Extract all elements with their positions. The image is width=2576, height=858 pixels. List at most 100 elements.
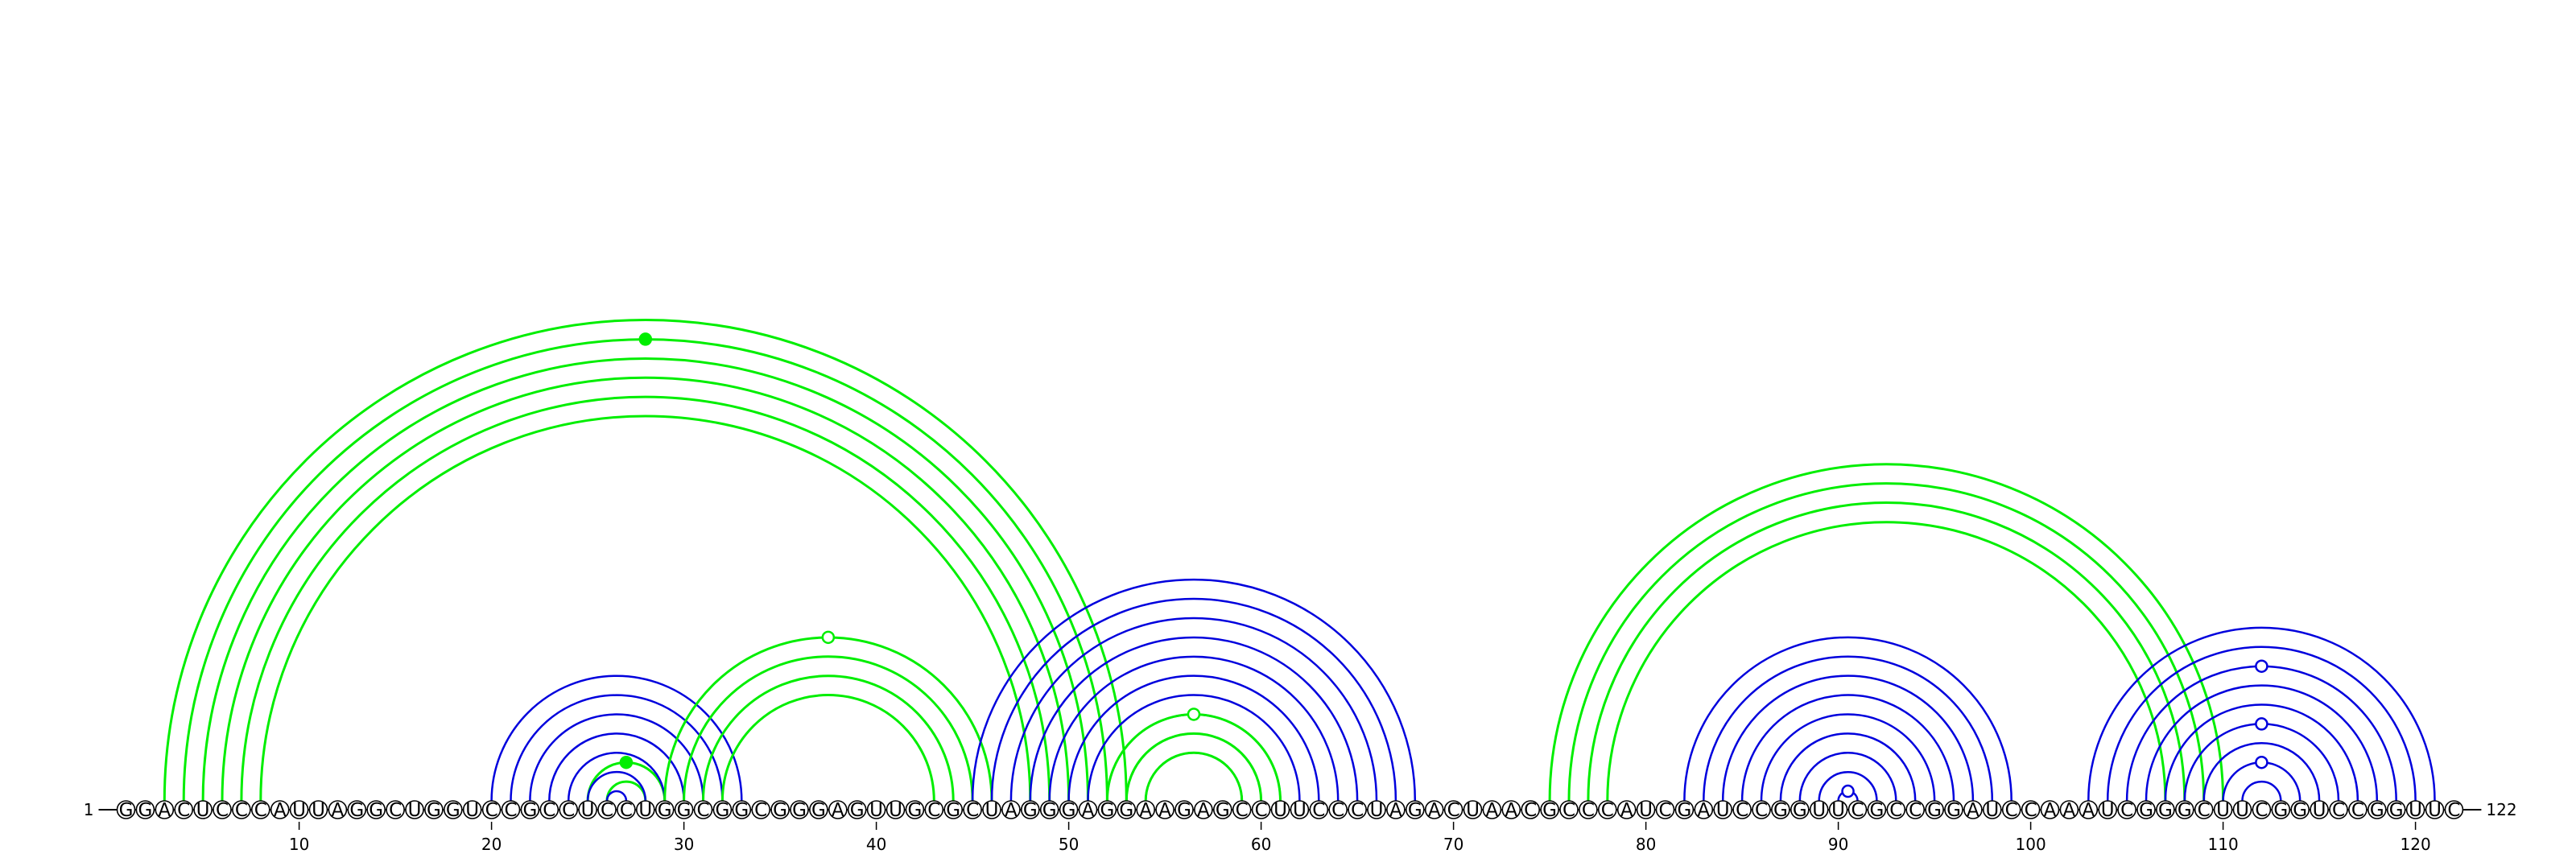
nucleotide-90: U — [1831, 800, 1845, 821]
arc-marker-green-4-52 — [638, 332, 653, 346]
nucleotide-5: U — [196, 800, 210, 821]
nucleotide-30: G — [677, 800, 691, 821]
arc-blue-83-98 — [1703, 655, 1994, 802]
nucleotide-circle-59 — [1232, 800, 1252, 819]
arc-marker-blue-90-91 — [1841, 784, 1855, 798]
nucleotide-circle-13 — [347, 800, 367, 819]
nucleotide-3: A — [158, 800, 171, 821]
nucleotide-28: U — [638, 800, 652, 821]
nucleotide-circle-108 — [2175, 800, 2194, 819]
nucleotide-circle-26 — [597, 800, 617, 819]
nucleotide-circle-81 — [1655, 800, 1675, 819]
nucleotide-circle-46 — [982, 800, 1001, 819]
nucleotide-87: G — [1773, 800, 1788, 821]
nucleotide-105: C — [2120, 800, 2133, 821]
tick-label-90: 90 — [1828, 835, 1848, 854]
nucleotide-circle-102 — [2059, 800, 2079, 819]
nucleotide-circle-20 — [481, 800, 502, 819]
nucleotide-115: U — [2313, 800, 2326, 821]
arc-blue-52-61 — [1106, 713, 1282, 802]
nucleotide-33: G — [734, 800, 749, 821]
nucleotide-70: C — [1447, 800, 1460, 821]
tick-label-50: 50 — [1059, 835, 1079, 854]
nucleotide-78: C — [1601, 800, 1614, 821]
nucleotide-6: C — [216, 800, 229, 821]
nucleotide-96: G — [1946, 800, 1961, 821]
arc-blue-107-117 — [2164, 703, 2359, 802]
nucleotide-84: U — [1716, 800, 1730, 821]
nucleotide-4: C — [177, 800, 190, 821]
nucleotide-circle-79 — [1616, 800, 1637, 819]
nucleotide-circle-15 — [386, 800, 405, 819]
nucleotide-72: A — [1486, 800, 1499, 821]
arc-marker-green-29-46 — [821, 630, 836, 645]
nucleotide-circle-53 — [1117, 800, 1137, 819]
nucleotide-62: U — [1293, 800, 1307, 821]
arc-green-30-45 — [683, 655, 974, 802]
nucleotide-circle-57 — [1194, 800, 1213, 819]
nucleotide-circle-95 — [1925, 800, 1944, 819]
nucleotide-circle-56 — [1174, 800, 1194, 819]
nucleotide-13: G — [349, 800, 364, 821]
nucleotide-76: C — [1563, 800, 1575, 821]
nucleotide-circle-42 — [905, 800, 925, 819]
nucleotide-42: G — [907, 800, 922, 821]
nucleotide-27: C — [620, 800, 633, 821]
arc-blue-22-31 — [529, 713, 704, 802]
arc-marker-blue-108-116 — [2255, 717, 2268, 731]
nucleotide-circle-65 — [1348, 800, 1367, 819]
nucleotide-66: U — [1370, 800, 1384, 821]
nucleotide-circle-119 — [2386, 800, 2406, 819]
nucleotide-83: A — [1697, 800, 1710, 821]
nucleotide-8: C — [254, 800, 267, 821]
nucleotide-108: G — [2178, 800, 2192, 821]
arc-green-7-49 — [240, 395, 1051, 802]
nucleotide-31: C — [696, 800, 709, 821]
nucleotide-114: G — [2293, 800, 2307, 821]
nucleotide-52: G — [1100, 800, 1114, 821]
nucleotide-circle-49 — [1039, 800, 1059, 819]
arc-blue-20-33 — [490, 674, 743, 802]
arc-blue-103-121 — [2087, 626, 2436, 802]
nucleotide-circle-76 — [1559, 800, 1579, 819]
nucleotide-106: G — [2139, 800, 2153, 821]
end-label: 122 — [2486, 800, 2516, 819]
nucleotide-circle-27 — [617, 800, 636, 819]
arc-green-52-61 — [1105, 712, 1282, 802]
arc-blue-85-96 — [1740, 694, 1955, 802]
nucleotide-circle-114 — [2290, 800, 2310, 819]
arc-blue-109-115 — [2202, 742, 2321, 802]
nucleotide-41: U — [889, 800, 902, 821]
arcs-layer — [163, 319, 2436, 802]
nucleotide-79: A — [1620, 800, 1633, 821]
arc-blue-25-28 — [586, 770, 647, 802]
nucleotide-circle-16 — [405, 800, 424, 819]
nucleotide-80: U — [1639, 800, 1653, 821]
nucleotide-44: G — [946, 800, 960, 821]
nucleotide-circle-40 — [866, 800, 886, 819]
nucleotide-10: U — [292, 800, 306, 821]
nucleotide-48: G — [1023, 800, 1038, 821]
nucleotide-67: A — [1389, 800, 1402, 821]
nucleotide-14: G — [369, 800, 383, 821]
nucleotide-18: G — [446, 800, 460, 821]
tick-label-80: 80 — [1636, 835, 1656, 854]
tick-label-60: 60 — [1251, 835, 1271, 854]
nucleotide-43: C — [927, 800, 940, 821]
nucleotide-120: U — [2409, 800, 2422, 821]
nucleotide-circle-63 — [1309, 800, 1329, 819]
tick-label-30: 30 — [674, 835, 694, 854]
nucleotide-50: G — [1062, 800, 1076, 821]
nucleotide-circle-52 — [1097, 800, 1117, 819]
nucleotide-22: G — [522, 800, 537, 821]
nucleotide-98: U — [1985, 800, 1999, 821]
nucleotide-circle-98 — [1983, 800, 2002, 819]
nucleotide-circle-78 — [1598, 800, 1617, 819]
arc-blue-45-68 — [971, 578, 1417, 802]
nucleotide-99: C — [2005, 800, 2018, 821]
nucleotide-circle-89 — [1809, 800, 1829, 819]
nucleotide-circle-121 — [2425, 800, 2445, 819]
nucleotide-82: G — [1677, 800, 1691, 821]
nucleotide-circle-9 — [270, 800, 290, 819]
